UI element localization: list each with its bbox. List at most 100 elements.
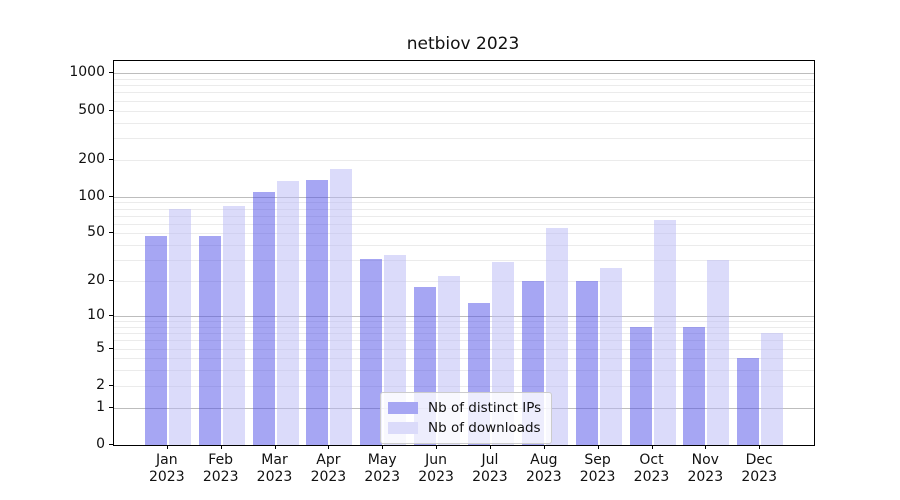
bar-downloads [545,227,568,445]
grid-line-minor [114,348,814,350]
grid-line-minor [114,358,814,360]
x-axis-tick-label: Apr 2023 [296,452,360,486]
x-label-year: 2023 [741,469,777,485]
x-tick-mark [489,445,491,449]
grid-line-minor [114,326,814,328]
x-tick-mark [166,445,168,449]
x-axis-tick-label: Mar 2023 [243,452,307,486]
x-label-year: 2023 [202,469,239,485]
x-axis-tick-label: Feb 2023 [189,452,253,486]
y-tick-mark [109,406,113,408]
x-label-year: 2023 [525,469,562,485]
bar-distinct-ips [306,180,329,445]
y-axis-tick-label: 20 [87,272,105,289]
y-tick-mark [109,158,113,160]
x-tick-mark [759,445,761,449]
y-axis-tick-label: 10 [87,307,105,323]
bar-distinct-ips [683,326,706,445]
y-axis-tick-label: 200 [78,150,105,167]
x-label-year: 2023 [579,469,616,485]
grid-line-major [114,316,814,317]
x-axis-tick-label: May 2023 [350,452,414,486]
x-label-month: Sep [584,452,611,468]
x-tick-mark [274,445,276,449]
grid-line-minor [114,223,814,225]
grid-line-minor [114,85,814,87]
grid-line-minor [114,385,814,387]
grid-line-minor [114,245,814,247]
x-tick-mark [597,445,599,449]
bar-downloads [330,169,353,445]
y-tick-mark [109,444,113,445]
y-axis-tick-label: 5 [96,339,105,356]
y-axis-tick-label: 50 [87,224,105,241]
bar-downloads [761,333,784,445]
bar-distinct-ips [198,235,221,445]
x-tick-mark [328,445,330,449]
bar-downloads [653,220,676,445]
y-axis-tick-label: 1000 [69,64,105,81]
x-label-month: Nov [691,452,719,468]
x-label-month: Mar [261,452,288,468]
x-axis-tick-label: Sep 2023 [566,452,630,486]
x-axis-tick-label: Jun 2023 [404,452,468,486]
bar-downloads [599,267,622,445]
grid-line-minor [114,78,814,80]
grid-line-minor [114,137,814,139]
x-tick-mark [705,445,707,449]
x-label-month: Feb [208,452,234,468]
x-label-month: Jan [156,452,178,468]
grid-line-minor [114,233,814,235]
grid-line-major [114,73,814,75]
x-label-year: 2023 [148,469,185,485]
x-axis-tick-label: Jan 2023 [135,452,199,486]
x-label-year: 2023 [418,469,454,485]
x-label-month: Dec [745,452,773,468]
chart-title: netbiov 2023 [406,34,520,54]
bar-distinct-ips [737,358,760,445]
x-tick-mark [651,445,653,449]
grid-line-minor [114,202,814,204]
x-tick-mark [382,445,384,449]
x-label-month: Apr [316,452,341,468]
x-label-month: Jul [481,452,499,468]
y-tick-mark [109,384,113,386]
grid-line-minor [114,110,814,112]
x-label-month: May [367,452,397,468]
grid-line-minor [114,215,814,217]
y-tick-mark [109,232,113,234]
y-tick-mark [109,347,113,349]
x-label-year: 2023 [364,469,400,485]
bar-distinct-ips [144,235,167,445]
grid-line-minor [114,340,814,342]
y-axis-tick-label: 1 [96,398,105,415]
legend-label: Nb of downloads [428,420,541,436]
x-tick-mark [220,445,222,449]
bar-distinct-ips [575,281,598,445]
bar-downloads [276,180,299,445]
legend-swatch [388,422,418,434]
bar-distinct-ips [360,258,383,445]
grid-line-major [114,196,814,198]
grid-line-minor [114,100,814,102]
grid-line-minor [114,92,814,94]
x-tick-mark [436,445,438,449]
x-label-year: 2023 [472,469,508,485]
legend-label: Nb of distinct IPs [428,400,542,416]
x-label-month: Jun [425,452,448,468]
bar-downloads [707,260,730,445]
x-label-month: Oct [639,452,664,468]
grid-line-minor [114,281,814,283]
x-axis-tick-label: Dec 2023 [727,452,791,486]
legend-row: Nb of downloads [388,418,541,438]
grid-line-minor [114,159,814,161]
x-axis-tick-label: Jul 2023 [458,452,522,486]
y-axis-tick-label: 2 [96,376,105,393]
y-tick-mark [109,315,113,316]
grid-line-minor [114,321,814,323]
grid-line-minor [114,370,814,372]
y-axis-tick-label: 500 [78,101,105,118]
y-tick-mark [109,109,113,111]
x-label-year: 2023 [256,469,293,485]
x-label-year: 2023 [687,469,724,485]
